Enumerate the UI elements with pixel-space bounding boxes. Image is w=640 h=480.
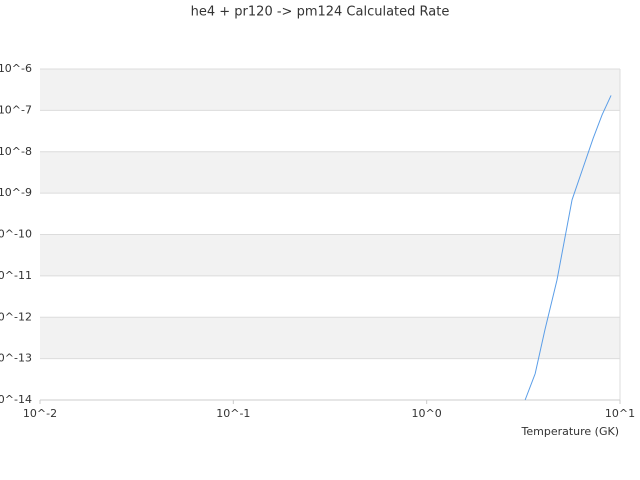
grid-band [40, 151, 620, 194]
x-axis-label: Temperature (GK) [521, 425, 620, 438]
y-tick-label: 10^-7 [0, 103, 32, 116]
y-tick-label: 10^-11 [0, 269, 32, 282]
y-tick-label: 10^-9 [0, 186, 32, 199]
x-tick-label: 10^-2 [23, 407, 57, 420]
grid-band [40, 69, 620, 111]
grid-band [40, 234, 620, 276]
y-tick-label: 10^-13 [0, 352, 32, 365]
x-tick-label: 10^0 [412, 407, 442, 420]
chart-title: he4 + pr120 -> pm124 Calculated Rate [191, 5, 450, 20]
y-tick-label: 10^-8 [0, 145, 32, 158]
y-tick-label: 10^-12 [0, 310, 32, 323]
data-line [524, 95, 612, 401]
y-tick-label: 10^-14 [0, 393, 32, 406]
x-tick-label: 10^-1 [216, 407, 250, 420]
y-tick-label: 10^-6 [0, 62, 32, 75]
x-tick-label: 10^1 [605, 407, 635, 420]
grid-band [40, 317, 620, 359]
y-tick-label: 10^-10 [0, 228, 32, 241]
